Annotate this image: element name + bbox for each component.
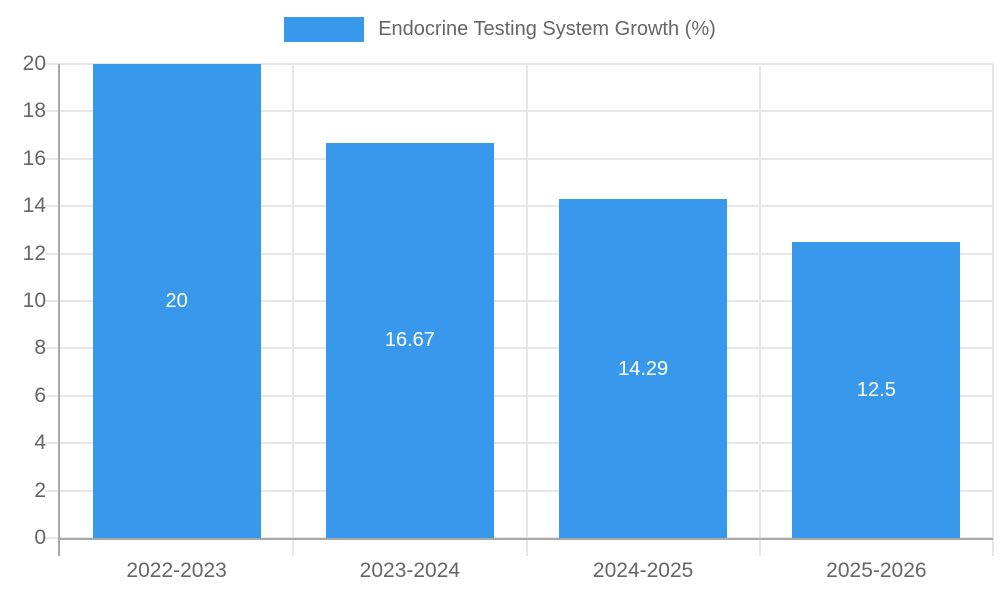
- y-gridline: [45, 300, 993, 302]
- x-gridline: [992, 64, 994, 556]
- y-tick-label: 16: [22, 146, 46, 170]
- y-gridline: [45, 252, 993, 255]
- bar-value-label: 20: [165, 290, 188, 312]
- y-tick-label: 4: [34, 431, 46, 455]
- bar-2025-2026[interactable]: [792, 241, 961, 538]
- y-tick-label: 14: [22, 194, 46, 218]
- bar-2022-2023[interactable]: [92, 64, 261, 538]
- bar-value-label: 16.67: [384, 329, 435, 352]
- y-gridline: [45, 394, 993, 397]
- y-tick-label: 6: [34, 383, 46, 407]
- y-gridline: [45, 489, 993, 492]
- x-tick-label: 2022-2023: [126, 559, 227, 582]
- y-gridline: [45, 347, 993, 350]
- y-gridline: [45, 205, 993, 208]
- legend-color-swatch: [284, 17, 365, 42]
- y-tick-label: 18: [22, 99, 46, 123]
- y-tick-label: 2: [34, 478, 46, 502]
- y-tick-label: 8: [34, 336, 46, 360]
- bar-2024-2025[interactable]: [559, 199, 728, 538]
- bar-2023-2024[interactable]: [325, 142, 494, 538]
- legend-label: Endocrine Testing System Growth (%): [378, 18, 716, 40]
- y-gridline: [45, 442, 993, 445]
- x-gridline: [292, 64, 295, 556]
- y-tick-label: 20: [22, 52, 46, 75]
- bar-value-label: 14.29: [618, 357, 669, 380]
- y-gridline: [45, 63, 993, 65]
- y-tick-label: 0: [34, 526, 46, 549]
- y-tick-label: 10: [22, 289, 46, 312]
- x-axis-line: [58, 538, 993, 540]
- y-gridline: [45, 157, 993, 160]
- legend[interactable]: Endocrine Testing System Growth (%): [0, 17, 1000, 42]
- x-tick-label: 2025-2026: [826, 559, 927, 582]
- x-tick-label: 2024-2025: [592, 559, 694, 582]
- x-gridline: [758, 64, 761, 556]
- y-tick-label: 12: [22, 241, 46, 265]
- y-axis-line: [58, 64, 60, 556]
- x-tick-label: 2023-2024: [359, 559, 461, 582]
- bar-value-label: 12.5: [856, 378, 896, 401]
- y-gridline: [45, 110, 993, 113]
- x-gridline: [525, 64, 528, 556]
